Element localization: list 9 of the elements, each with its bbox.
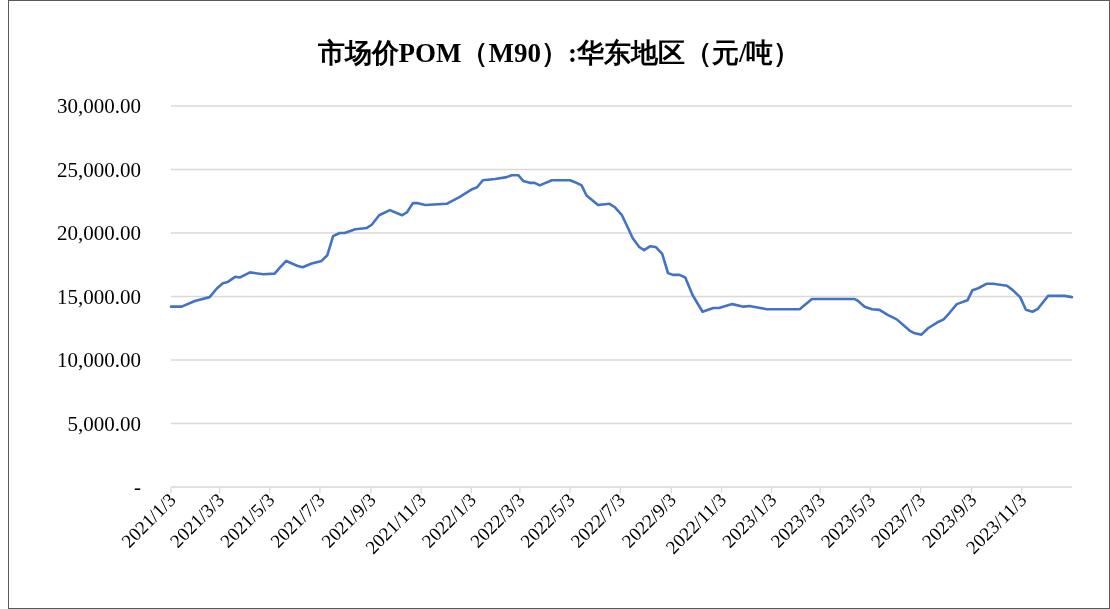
y-tick-label: 5,000.00 <box>67 411 141 436</box>
y-tick-label: 30,000.00 <box>57 94 141 118</box>
chart-title: 市场价POM（M90）:华东地区（元/吨） <box>316 38 801 68</box>
y-tick-label: 15,000.00 <box>57 284 141 309</box>
line-series <box>169 173 1074 336</box>
y-tick-label: 20,000.00 <box>57 221 141 245</box>
y-tick-label: - <box>134 475 141 499</box>
y-tick-label: 10,000.00 <box>57 348 141 372</box>
y-tick-label: 25,000.00 <box>57 157 141 182</box>
